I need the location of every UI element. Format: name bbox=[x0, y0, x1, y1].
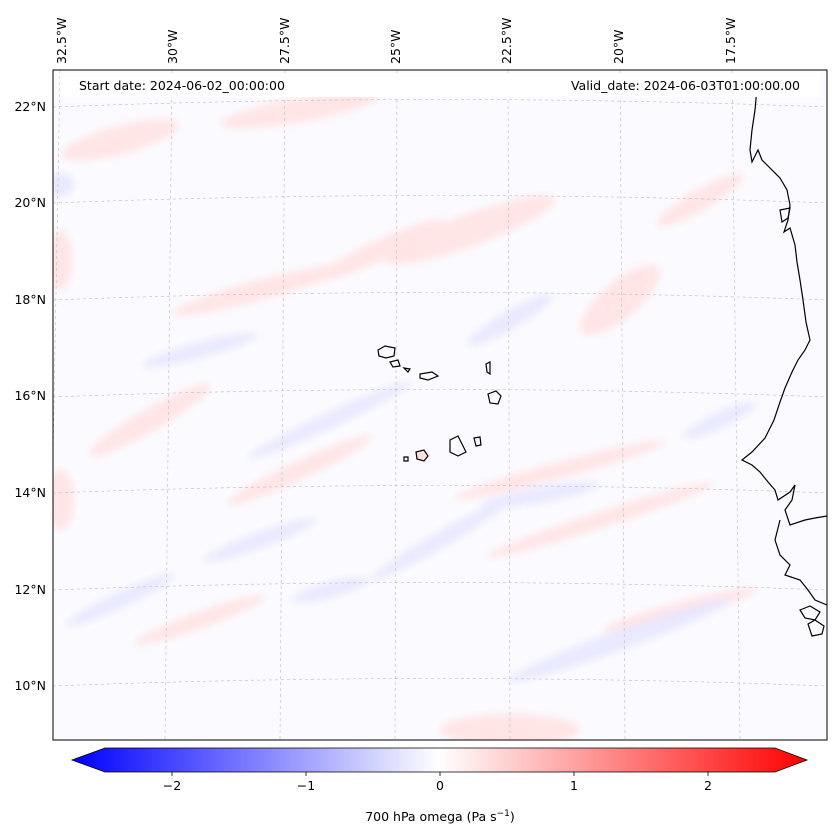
africa-coastline bbox=[740, 87, 828, 526]
lon-label: 20°W bbox=[611, 29, 626, 64]
colorbar-label-end: ) bbox=[510, 809, 515, 824]
lon-label: 30°W bbox=[165, 29, 180, 64]
latitude-labels: 22°N 20°N 18°N 16°N 14°N 12°N 10°N bbox=[14, 99, 46, 693]
lat-label: 16°N bbox=[14, 388, 46, 403]
omega-field bbox=[53, 91, 758, 740]
valid-date-text: Valid_date: 2024-06-03T01:00:00.00 bbox=[571, 78, 800, 93]
colorbar: −2 −1 0 1 2 700 hPa omega (Pa s−1) bbox=[70, 747, 809, 824]
lon-label: 25°W bbox=[388, 29, 403, 64]
colorbar-tick-label: −1 bbox=[297, 778, 315, 793]
lon-label: 22.5°W bbox=[499, 18, 514, 64]
lat-label: 10°N bbox=[14, 678, 46, 693]
colorbar-label-main: 700 hPa omega (Pa s bbox=[365, 809, 496, 824]
lat-label: 12°N bbox=[14, 582, 46, 597]
lon-label: 32.5°W bbox=[54, 18, 69, 64]
lat-label: 18°N bbox=[14, 292, 46, 307]
gridlines bbox=[53, 70, 827, 740]
coastlines bbox=[740, 87, 828, 637]
lon-label: 27.5°W bbox=[277, 18, 292, 64]
lat-label: 14°N bbox=[14, 485, 46, 500]
lat-label: 22°N bbox=[14, 99, 46, 114]
colorbar-tick-label: 0 bbox=[436, 778, 444, 793]
longitude-labels: 32.5°W 30°W 27.5°W 25°W 22.5°W 20°W 17.5… bbox=[54, 18, 738, 64]
lon-label: 17.5°W bbox=[723, 18, 738, 64]
colorbar-body bbox=[70, 747, 809, 773]
start-date-text: Start date: 2024-06-02_00:00:00 bbox=[79, 78, 285, 93]
lat-label: 20°N bbox=[14, 195, 46, 210]
map-panel: Start date: 2024-06-02_00:00:00 Valid_da… bbox=[52, 69, 828, 741]
colorbar-label: 700 hPa omega (Pa s−1) bbox=[365, 809, 515, 824]
colorbar-label-sup: −1 bbox=[497, 809, 510, 819]
colorbar-tick-label: 2 bbox=[704, 778, 712, 793]
annotation-strip bbox=[60, 73, 820, 97]
colorbar-tick-label: 1 bbox=[570, 778, 578, 793]
map-frame bbox=[52, 69, 828, 741]
coast-guinea bbox=[774, 519, 828, 606]
colorbar-ticks: −2 −1 0 1 2 bbox=[163, 772, 712, 793]
colorbar-tick-label: −2 bbox=[163, 778, 181, 793]
cape-verde-islands bbox=[377, 345, 502, 462]
